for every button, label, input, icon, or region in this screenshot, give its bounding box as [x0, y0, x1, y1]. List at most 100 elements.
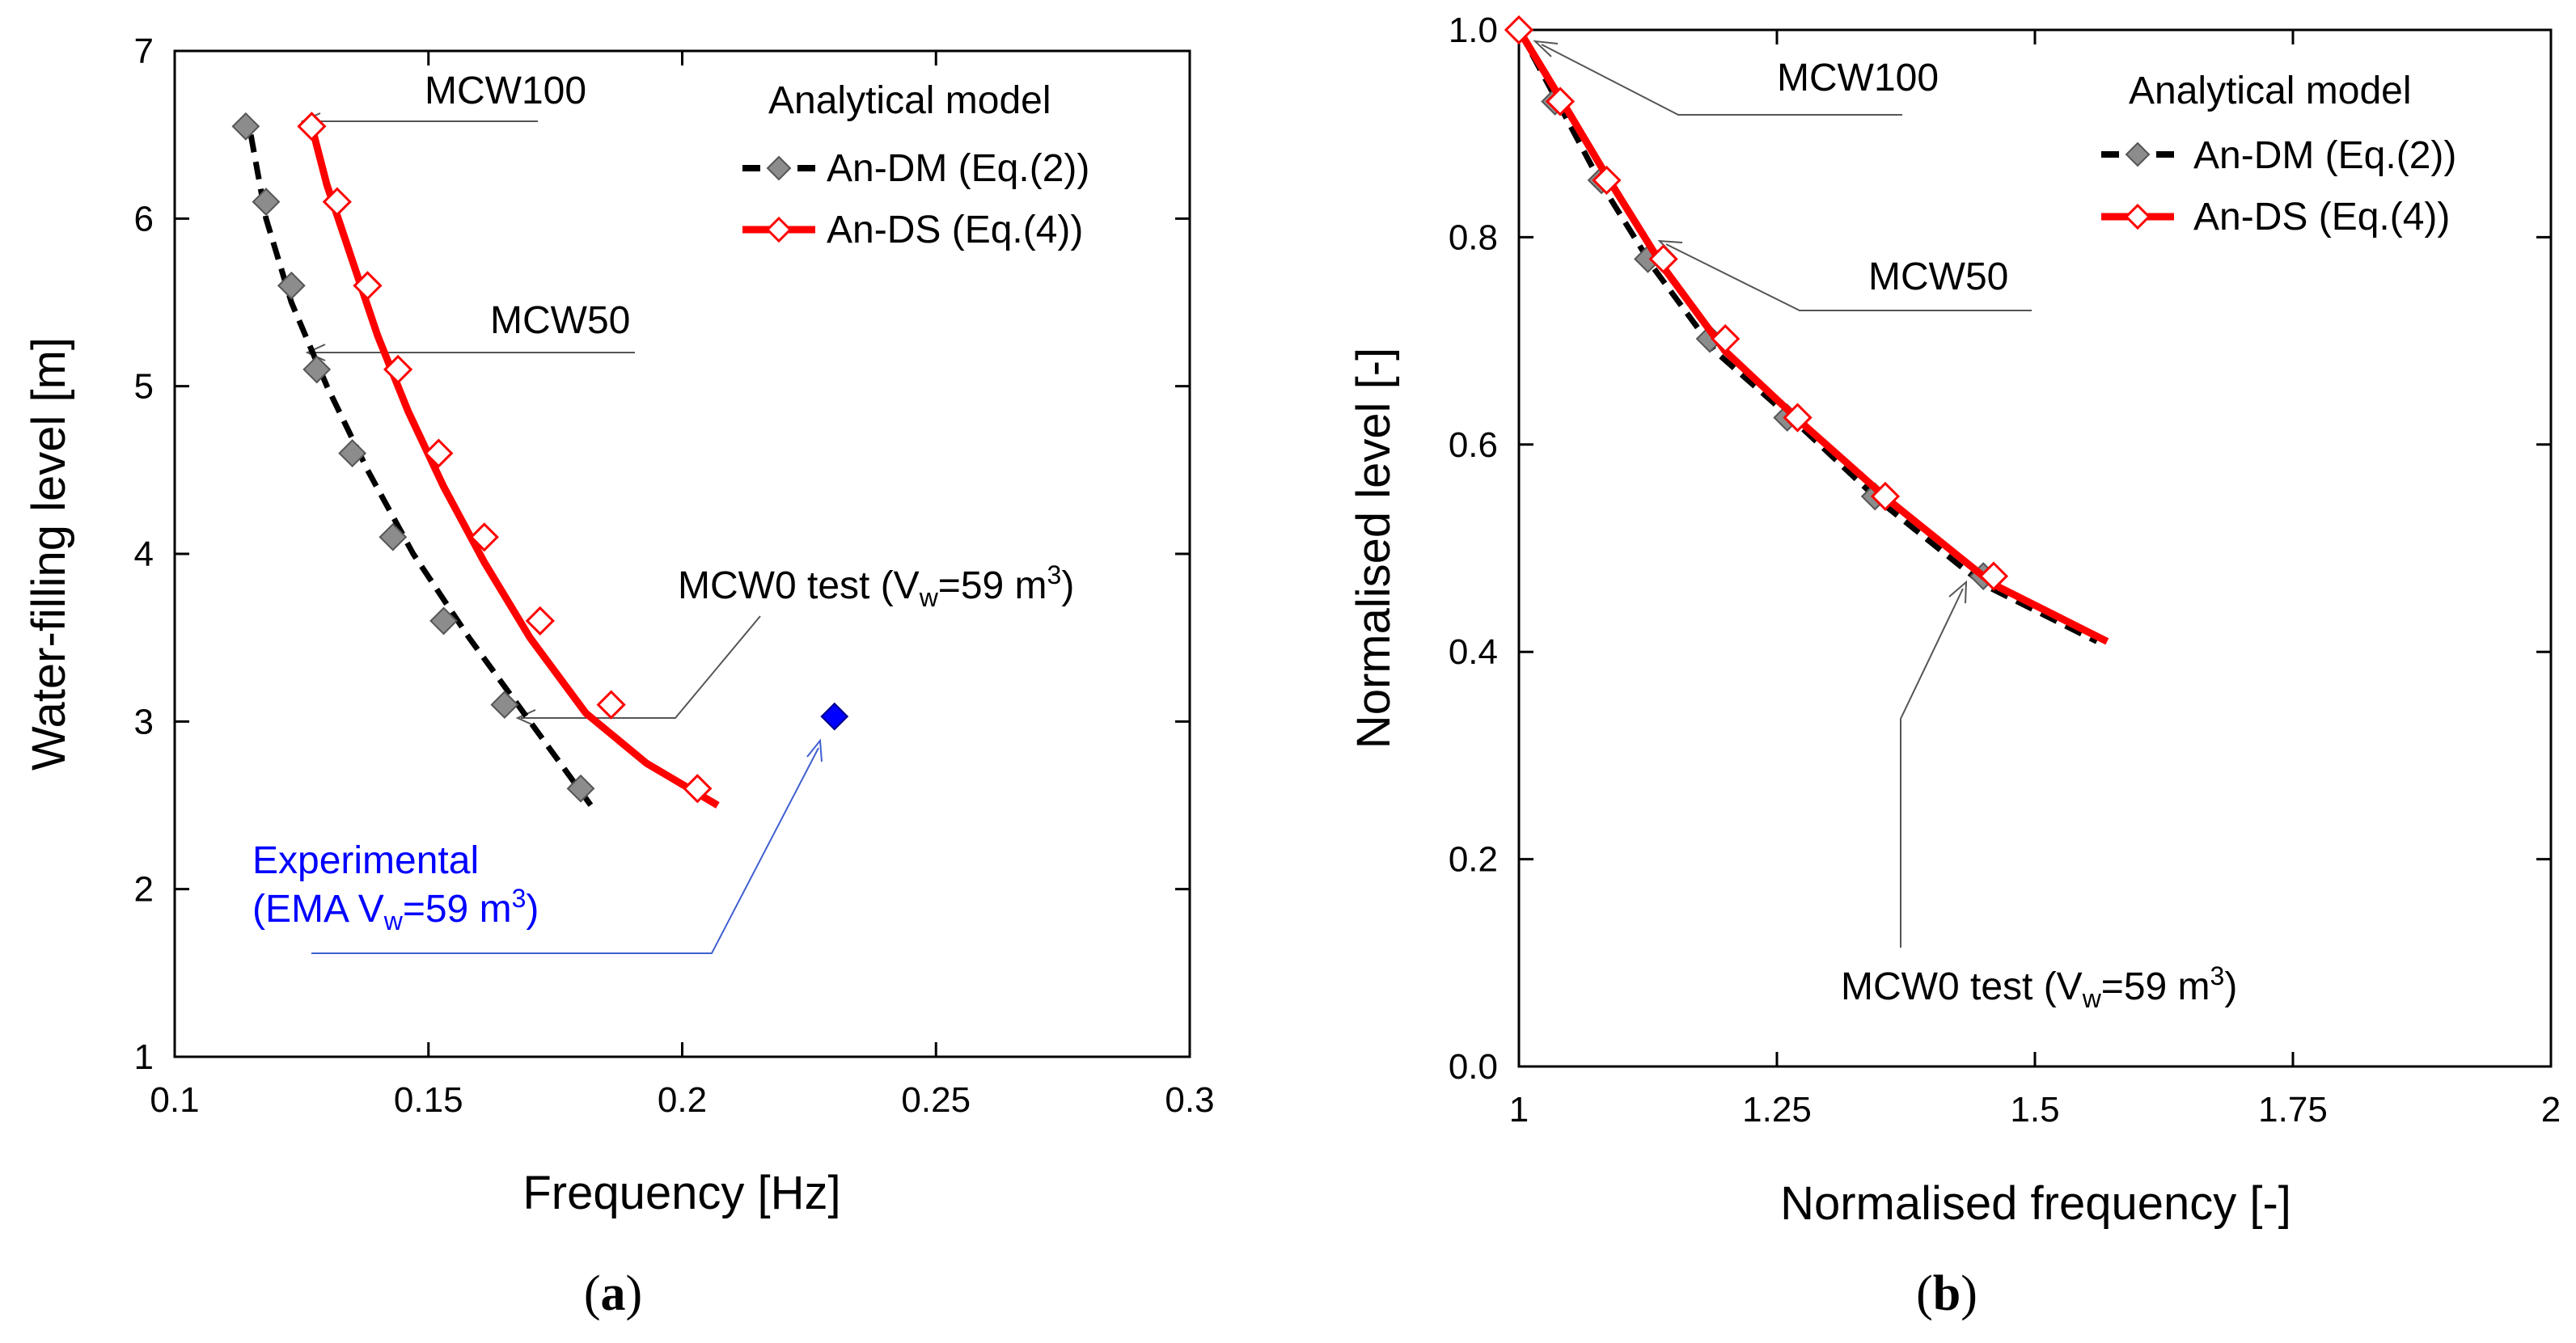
y-axis-label-a: Water-filling level [m] [23, 337, 75, 771]
data-point-an-dm [338, 439, 367, 468]
annotation-experimental-a: Experimental [252, 839, 479, 882]
annotation-leaders-b [1533, 40, 2032, 948]
y-tick-label: 4 [134, 534, 154, 574]
y-tick-label: 0.0 [1449, 1047, 1498, 1087]
annotation-text: =59 m [2101, 965, 2210, 1008]
data-point-an-ds [1783, 403, 1813, 433]
annotation-text: MCW0 test (V [1841, 965, 2083, 1008]
series-a [231, 112, 849, 809]
annotation-superscript: 3 [1047, 560, 1062, 589]
annotation-text: =59 m [938, 564, 1047, 607]
x-tick-label: 0.2 [658, 1080, 707, 1120]
annotation-mcw100-b: MCW100 [1777, 57, 1939, 99]
x-tick-label: 2 [2541, 1090, 2561, 1130]
data-point-an-ds [1504, 15, 1534, 45]
legend-title-b: Analytical model [2129, 70, 2412, 112]
annotation-mcw50-b: MCW50 [1868, 256, 2008, 298]
x-ticks-a: 0.1 0.15 0.2 0.25 0.3 [150, 51, 1215, 1120]
legend-marker-an-ds [2124, 203, 2151, 230]
data-point-an-ds [1648, 244, 1678, 274]
series-line-an-dm [1516, 28, 2099, 644]
data-point-an-dm [566, 774, 595, 803]
annotation-superscript: 3 [512, 884, 527, 913]
leader-arrow [1948, 580, 1968, 604]
y-tick-label: 1 [134, 1037, 154, 1077]
data-point-an-dm [379, 522, 408, 551]
x-tick-label: 1 [1509, 1090, 1529, 1130]
x-tick-label: 0.1 [150, 1080, 199, 1120]
annotation-superscript: 3 [2210, 961, 2225, 990]
annotation-mcw50-a: MCW50 [490, 299, 630, 342]
legend-entry-an-dm-a: An-DM (Eq.(2)) [827, 147, 1089, 190]
series-line-an-ds [1516, 27, 2109, 645]
data-point-an-ds [1870, 481, 1901, 512]
x-tick-label: 1.5 [2010, 1090, 2059, 1130]
data-point-an-ds [469, 522, 499, 552]
x-tick-label: 1.25 [1742, 1090, 1812, 1130]
series-line-an-ds [308, 125, 720, 809]
y-tick-label: 2 [134, 870, 154, 910]
x-axis-label-b: Normalised frequency [-] [1780, 1177, 2291, 1230]
data-point-an-ds [1711, 323, 1741, 354]
y-tick-label: 0.8 [1449, 217, 1498, 257]
data-point-an-ds [525, 606, 555, 636]
caption-letter: b [1933, 1266, 1961, 1321]
plot-frame-b [1517, 28, 2553, 1068]
leader-line-experimental [311, 747, 819, 954]
chart-panel-a: 0.1 0.15 0.2 0.25 0.3 1 2 3 4 5 6 7 Frequency [Hz]… [23, 32, 1215, 1321]
y-tick-label: 0.4 [1449, 632, 1498, 672]
annotation-experimental-detail-a: (EMA Vw=59 m3) [252, 884, 539, 935]
caption-b: (b) [1916, 1266, 1977, 1321]
y-tick-label: 0.2 [1449, 840, 1498, 880]
annotation-text: =59 m [403, 888, 512, 931]
data-point-an-ds [1545, 87, 1576, 116]
x-ticks-b: 1 1.25 1.5 1.75 2 [1509, 30, 2561, 1130]
x-tick-label: 0.15 [394, 1080, 463, 1120]
annotation-text: (EMA V [252, 888, 384, 931]
data-point-an-ds [383, 354, 413, 385]
y-tick-label: 5 [134, 367, 154, 407]
leader-arrow [1533, 40, 1559, 57]
data-point-an-dm [277, 271, 306, 300]
y-ticks-a: 1 2 3 4 5 6 7 [134, 32, 1190, 1077]
annotation-leaders-a [300, 112, 823, 954]
x-tick-label: 1.75 [2258, 1090, 2328, 1130]
data-point-an-dm [231, 112, 260, 141]
chart-panel-b: 1 1.25 1.5 1.75 2 0.0 0.2 0.4 0.6 0.8 1.0 Normali… [1347, 11, 2561, 1321]
legend-b: Analytical model An-DM (Eq.(2)) An-DS (E… [2101, 70, 2456, 239]
data-point-an-ds [424, 438, 454, 468]
annotation-text: ) [2224, 965, 2237, 1008]
legend-marker-an-dm [766, 155, 792, 181]
y-tick-label: 3 [134, 702, 154, 741]
data-point-an-ds [596, 690, 626, 720]
series-line-an-dm [247, 134, 594, 808]
legend-entry-an-ds-a: An-DS (Eq.(4)) [827, 209, 1083, 251]
data-point-an-dm [252, 188, 281, 217]
data-point-an-dm [429, 606, 458, 636]
legend-marker-an-dm [2125, 141, 2151, 167]
data-point-an-ds [683, 774, 713, 804]
legend-marker-an-ds [765, 216, 793, 243]
data-point-an-ds [1978, 561, 2009, 591]
caption-a: (a) [584, 1266, 642, 1321]
annotation-mcw100-a: MCW100 [425, 70, 586, 112]
y-tick-label: 6 [134, 199, 154, 239]
annotation-subscript: w [919, 583, 939, 612]
legend-title-a: Analytical model [768, 79, 1051, 122]
legend-entry-an-dm-b: An-DM (Eq.(2)) [2193, 134, 2456, 177]
data-point-an-dm [302, 355, 332, 384]
data-point-experimental [820, 702, 849, 731]
leader-arrow [515, 709, 536, 727]
annotation-mcw0-test-b: MCW0 test (Vw=59 m3) [1841, 961, 2237, 1013]
series-b [1504, 15, 2109, 645]
data-point-an-ds [322, 187, 352, 217]
legend-entry-an-ds-b: An-DS (Eq.(4)) [2193, 196, 2450, 239]
annotation-text: ) [1061, 564, 1074, 607]
data-point-an-ds [297, 112, 327, 141]
annotation-subscript: w [2082, 984, 2102, 1013]
legend-a: Analytical model An-DM (Eq.(2)) An-DS (E… [742, 79, 1089, 251]
data-point-an-ds [353, 271, 383, 301]
x-axis-label-a: Frequency [Hz] [522, 1167, 840, 1219]
annotation-text: ) [526, 888, 539, 931]
